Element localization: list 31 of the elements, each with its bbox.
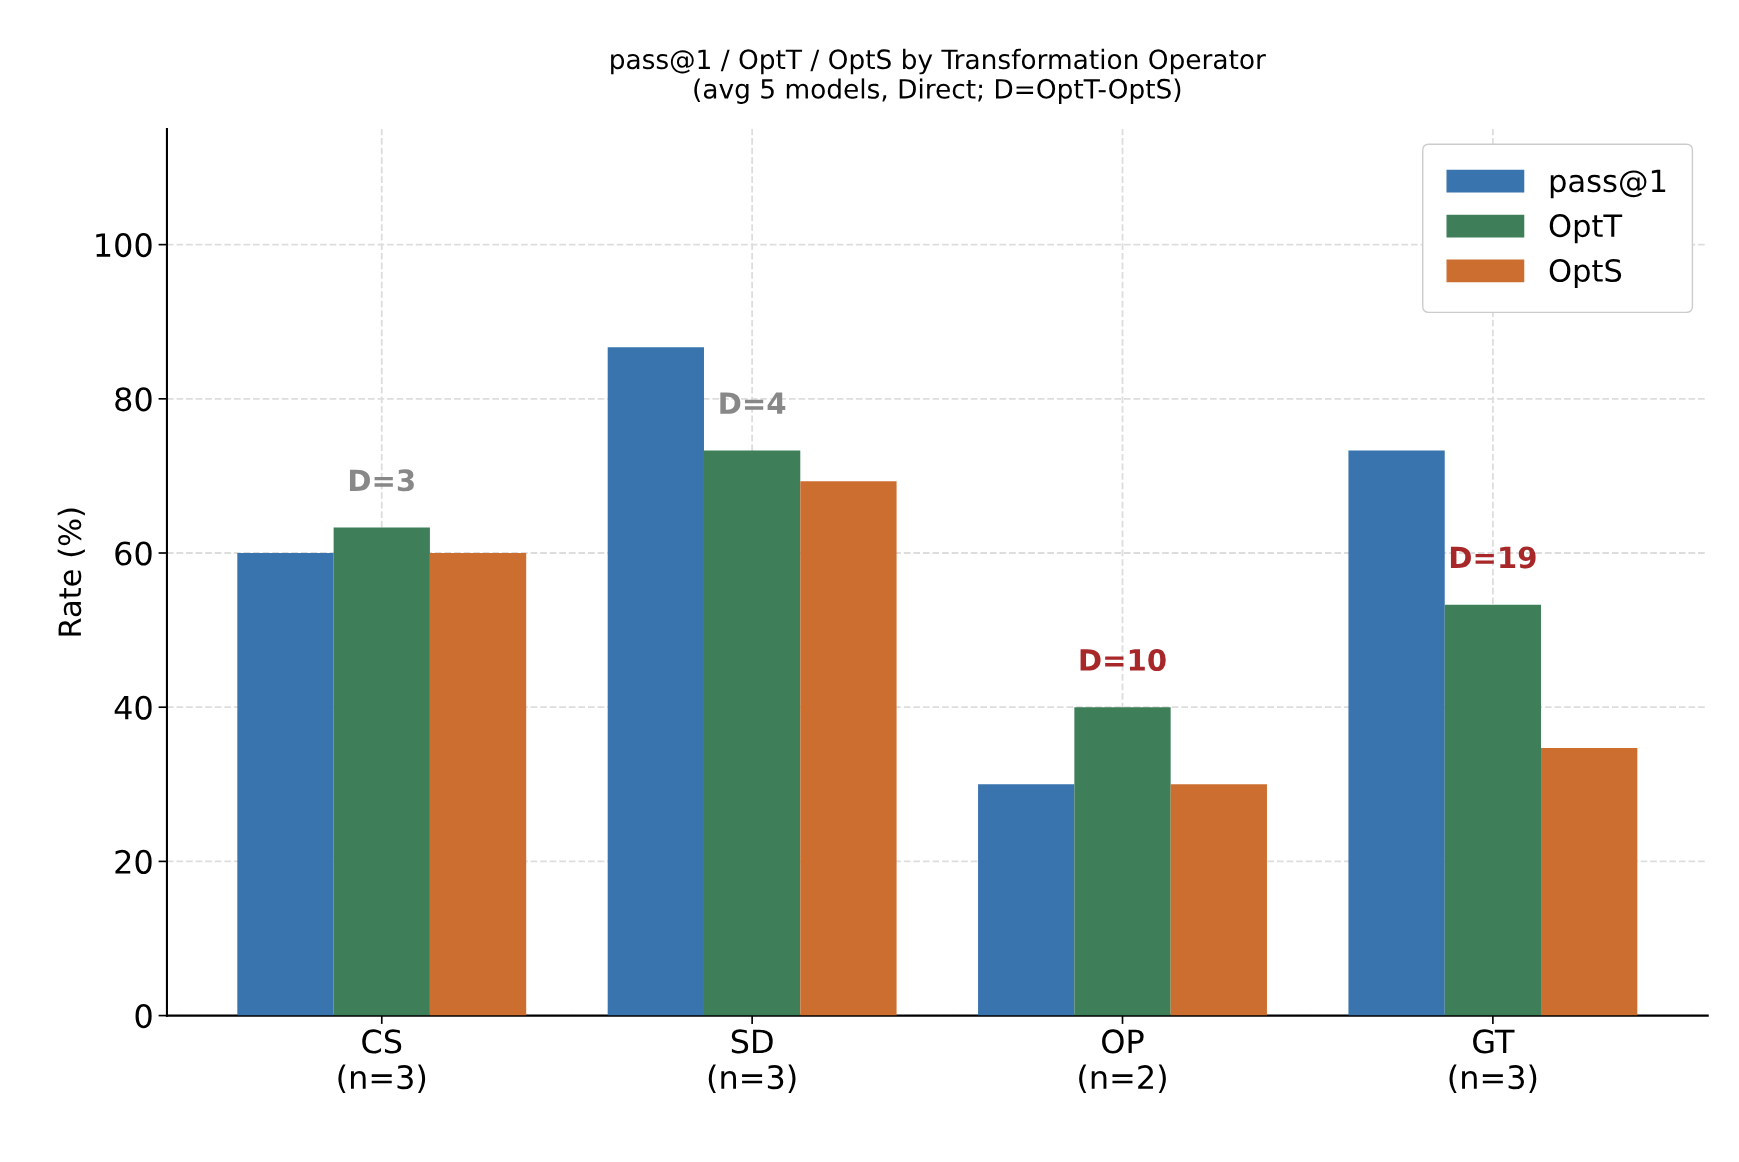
chart-title: pass@1 / OptT / OptS by Transformation Operator (avg 5 models, Direct; D=OptT-OptS) xyxy=(611,48,1266,104)
legend-label: OptS xyxy=(1549,258,1622,288)
bar xyxy=(237,553,334,1016)
bar xyxy=(703,450,801,1016)
y-axis-title: Rate (%) xyxy=(57,508,85,636)
annotation: D=10 xyxy=(1080,648,1166,671)
annotation: D=3 xyxy=(349,469,414,492)
legend-label: OptT xyxy=(1549,214,1623,244)
x-tick-label: SD (n=3) xyxy=(708,1029,796,1094)
y-tick-label: 0 xyxy=(135,1004,152,1029)
bar xyxy=(978,784,1075,1016)
bar xyxy=(1074,707,1171,1016)
x-tick-label: GT (n=3) xyxy=(1449,1029,1537,1094)
annotation: D=19 xyxy=(1450,546,1536,569)
y-tick-label: 100 xyxy=(96,233,152,258)
y-tick-label: 60 xyxy=(115,541,152,566)
bar xyxy=(607,347,704,1016)
x-tick-label: OP (n=2) xyxy=(1079,1029,1166,1094)
y-tick-label: 80 xyxy=(115,387,152,412)
y-tick-label: 40 xyxy=(114,695,152,720)
legend-label: pass@1 xyxy=(1550,169,1666,199)
bar xyxy=(1541,748,1638,1016)
annotation: D=4 xyxy=(720,392,786,414)
bar xyxy=(1348,450,1445,1016)
bar xyxy=(800,481,897,1016)
bar xyxy=(429,553,527,1016)
bar xyxy=(1170,784,1267,1016)
y-tick-label: 20 xyxy=(115,849,152,874)
x-tick-label: CS (n=3) xyxy=(338,1029,426,1094)
bar xyxy=(333,527,430,1016)
bar xyxy=(1444,604,1542,1016)
